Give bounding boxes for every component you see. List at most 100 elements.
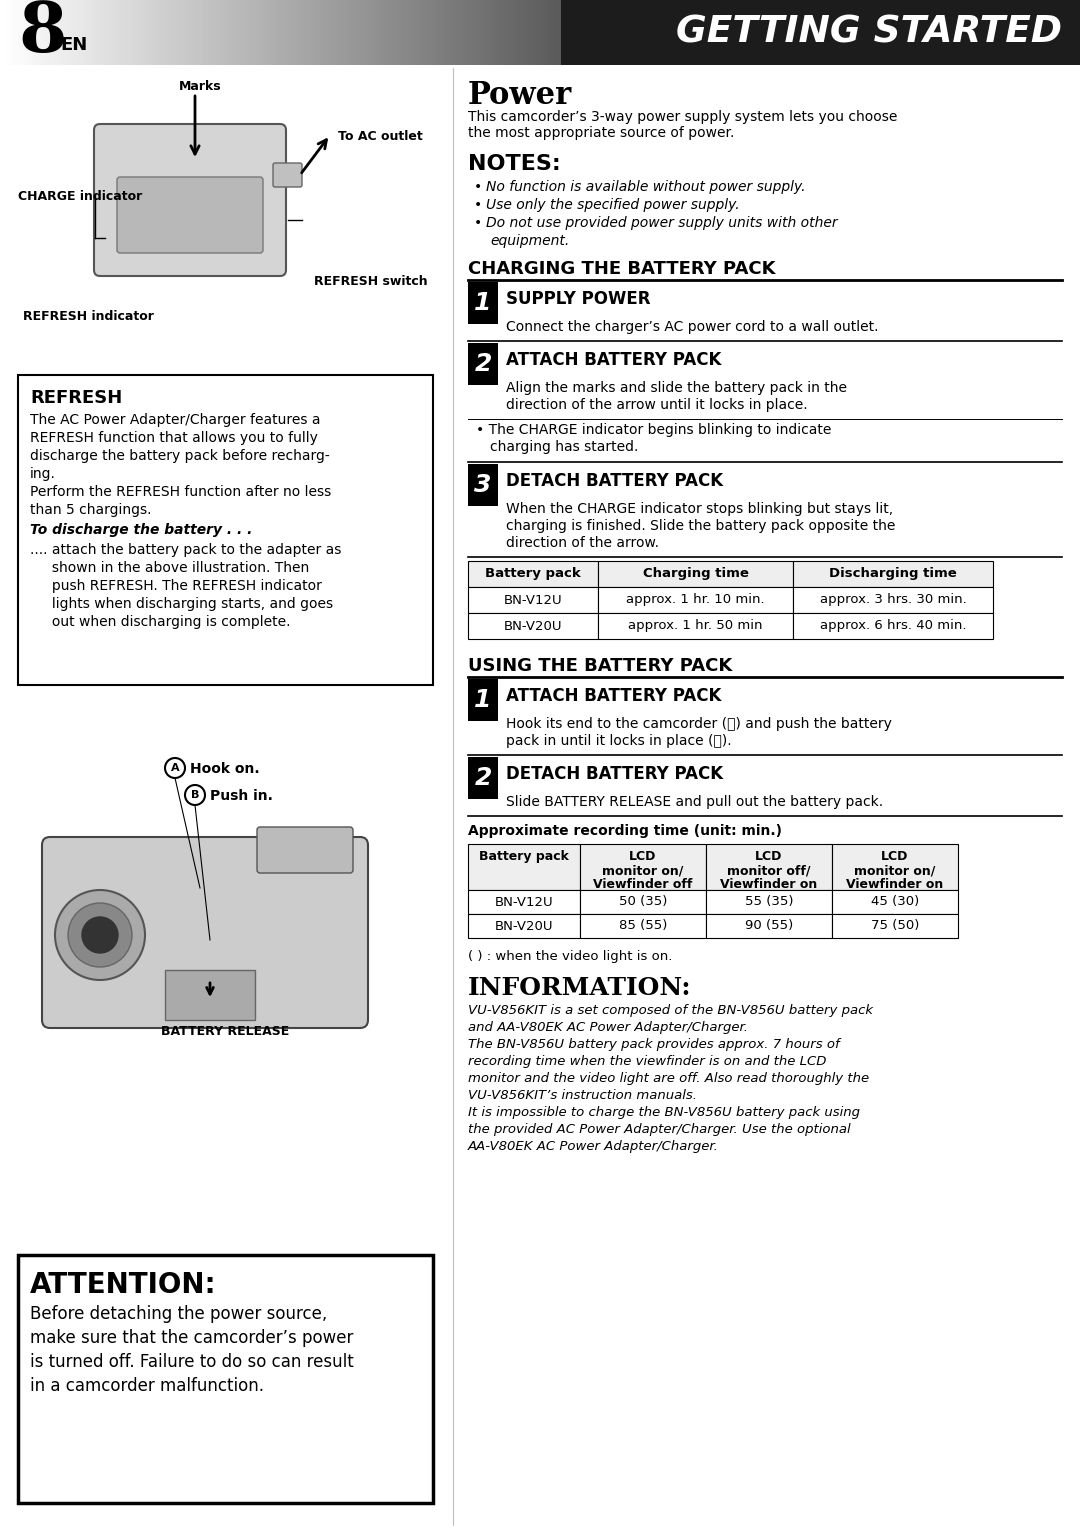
Bar [468, 0, 472, 64]
Bar [889, 0, 893, 64]
Bar [792, 0, 796, 64]
Bar [788, 0, 792, 64]
Bar [424, 0, 429, 64]
Bar [799, 0, 802, 64]
Bar [375, 0, 378, 64]
Bar [867, 0, 872, 64]
Bar [321, 0, 324, 64]
Bar [500, 0, 504, 64]
Bar [262, 0, 267, 64]
Bar [18, 0, 22, 64]
Bar [1055, 0, 1058, 64]
Text: CHARGING THE BATTERY PACK: CHARGING THE BATTERY PACK [468, 261, 775, 277]
Bar [699, 0, 702, 64]
Text: Slide BATTERY RELEASE and pull out the battery pack.: Slide BATTERY RELEASE and pull out the b… [507, 796, 883, 809]
Text: Charging time: Charging time [643, 567, 748, 581]
Bar [432, 0, 435, 64]
Bar [284, 0, 288, 64]
Bar [468, 464, 498, 506]
Bar [144, 0, 148, 64]
Bar [316, 0, 321, 64]
Bar [349, 0, 353, 64]
Bar [662, 0, 666, 64]
Bar [267, 0, 270, 64]
Circle shape [82, 917, 118, 954]
Bar [907, 0, 910, 64]
Text: direction of the arrow.: direction of the arrow. [507, 537, 659, 550]
Bar [602, 0, 605, 64]
Bar [1048, 0, 1051, 64]
Text: BATTERY RELEASE: BATTERY RELEASE [161, 1026, 289, 1038]
Bar [734, 0, 738, 64]
Text: approx. 6 hrs. 40 min.: approx. 6 hrs. 40 min. [820, 619, 967, 633]
Bar [522, 0, 526, 64]
Bar [62, 0, 65, 64]
Text: Approximate recording time (unit: min.): Approximate recording time (unit: min.) [468, 825, 782, 839]
Bar [586, 0, 591, 64]
Bar [1072, 0, 1077, 64]
Bar [540, 0, 543, 64]
Bar [65, 0, 68, 64]
Bar [133, 0, 137, 64]
Bar [932, 0, 936, 64]
Bar [43, 0, 46, 64]
Bar [356, 0, 360, 64]
Bar [105, 0, 108, 64]
Bar [640, 0, 645, 64]
Bar [457, 0, 461, 64]
Bar [634, 0, 637, 64]
Bar [551, 0, 554, 64]
Bar [364, 0, 367, 64]
Bar [694, 0, 699, 64]
Bar [450, 0, 454, 64]
Bar [958, 0, 961, 64]
Bar [526, 0, 529, 64]
Circle shape [55, 891, 145, 980]
Bar [835, 0, 839, 64]
Bar [396, 0, 400, 64]
Text: To discharge the battery . . .: To discharge the battery . . . [30, 523, 253, 537]
Bar [327, 0, 332, 64]
Bar [961, 0, 964, 64]
Text: pack in until it locks in place (Ⓑ).: pack in until it locks in place (Ⓑ). [507, 734, 731, 748]
Bar [793, 561, 993, 587]
Text: monitor off/: monitor off/ [727, 865, 811, 877]
Bar [630, 0, 634, 64]
Bar [468, 891, 580, 914]
Bar [36, 0, 40, 64]
Bar [1008, 0, 1012, 64]
Bar [1034, 0, 1037, 64]
Bar [1029, 0, 1034, 64]
Text: To AC outlet: To AC outlet [338, 130, 423, 143]
Bar [832, 0, 835, 64]
Bar [900, 0, 904, 64]
Bar [468, 587, 598, 613]
Bar [410, 0, 414, 64]
Text: Hook on.: Hook on. [190, 762, 259, 776]
Bar [151, 0, 154, 64]
Bar [446, 0, 450, 64]
Text: EN: EN [60, 35, 87, 54]
Bar [468, 679, 498, 721]
Text: •: • [474, 179, 483, 195]
Text: 75 (50): 75 (50) [870, 920, 919, 932]
Bar [882, 0, 886, 64]
Text: than 5 chargings.: than 5 chargings. [30, 503, 151, 517]
Bar [793, 587, 993, 613]
Bar [497, 0, 500, 64]
Text: It is impossible to charge the BN-V856U battery pack using: It is impossible to charge the BN-V856U … [468, 1105, 860, 1119]
FancyBboxPatch shape [117, 176, 264, 253]
Bar [205, 0, 208, 64]
Bar [18, 376, 433, 685]
Bar [208, 0, 213, 64]
Text: Viewfinder on: Viewfinder on [847, 878, 944, 891]
FancyBboxPatch shape [273, 162, 302, 187]
Text: B: B [191, 789, 199, 800]
Bar [332, 0, 335, 64]
Bar [853, 0, 856, 64]
Bar [1012, 0, 1015, 64]
Bar [864, 0, 867, 64]
Text: LCD: LCD [881, 849, 908, 863]
Bar [159, 0, 162, 64]
Bar [472, 0, 475, 64]
